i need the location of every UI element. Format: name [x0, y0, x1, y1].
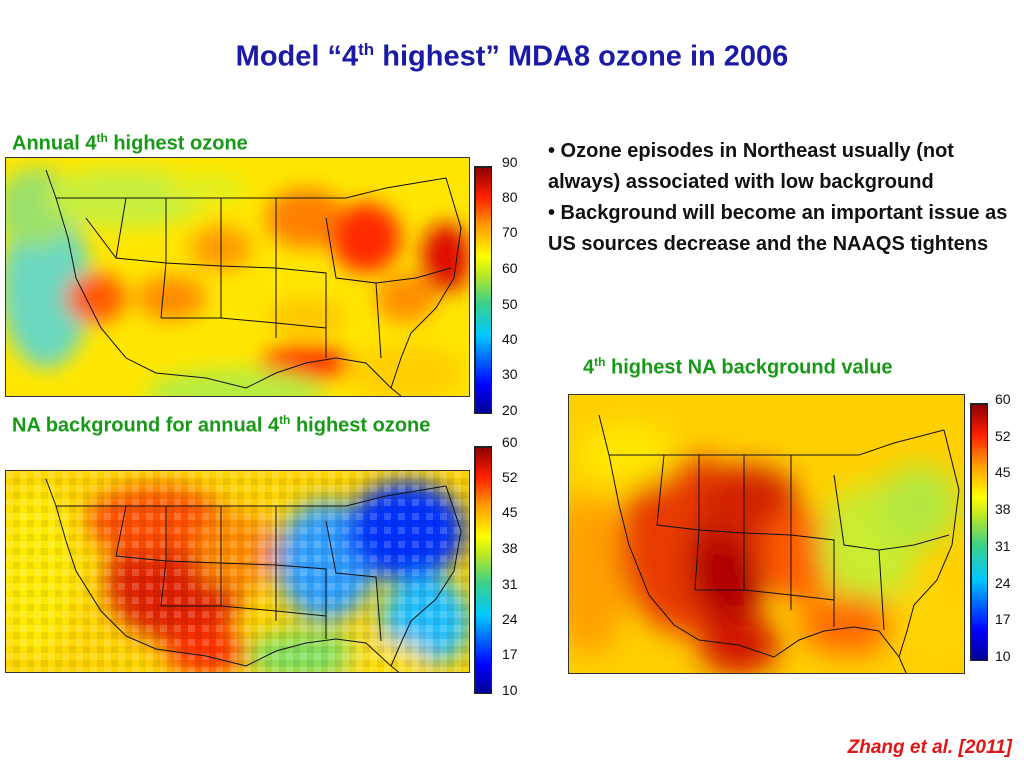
na-background-annual-map: [5, 470, 470, 673]
colorbar-tick: 24: [995, 575, 1011, 591]
panel1-caption: Annual 4th highest ozone: [12, 131, 248, 155]
colorbar-tick: 10: [995, 648, 1011, 664]
colorbar-tick: 45: [502, 504, 518, 520]
slide-title: Model “4th highest” MDA8 ozone in 2006: [235, 40, 789, 73]
colorbar-tick: 90: [502, 154, 518, 170]
bullet-list: • Ozone episodes in Northeast usually (n…: [548, 136, 1018, 260]
colorbar-tick: 31: [502, 576, 518, 592]
panel3-caption: 4th highest NA background value: [583, 355, 893, 379]
colorbar-tick: 80: [502, 189, 518, 205]
colorbar-tick: 30: [502, 366, 518, 382]
colorbar-tick: 38: [995, 501, 1011, 517]
colorbar-tick: 52: [502, 469, 518, 485]
na-background-4th-highest-map-svg: [569, 395, 964, 673]
bullet-item: • Background will become an important is…: [548, 202, 1008, 255]
colorbar-tick: 38: [502, 540, 518, 556]
na-background-4th-highest-colorbar-gradient: [970, 403, 988, 661]
colorbar-tick: 60: [502, 434, 518, 450]
colorbar-tick: 45: [995, 464, 1011, 480]
colorbar-tick: 52: [995, 428, 1011, 444]
colorbar-tick: 60: [502, 260, 518, 276]
na-background-annual-map-svg: [6, 471, 469, 672]
colorbar-tick: 10: [502, 682, 518, 698]
colorbar-tick: 70: [502, 224, 518, 240]
citation: Zhang et al. [2011]: [847, 737, 1012, 758]
panel2-caption: NA background for annual 4th highest ozo…: [12, 413, 431, 437]
annual-ozone-colorbar-gradient: [474, 166, 492, 414]
colorbar-tick: 20: [502, 402, 518, 418]
colorbar-tick: 24: [502, 611, 518, 627]
colorbar-tick: 17: [995, 611, 1011, 627]
annual-ozone-map-svg: [6, 158, 469, 396]
colorbar-tick: 17: [502, 646, 518, 662]
bullet-item: • Ozone episodes in Northeast usually (n…: [548, 140, 954, 193]
na-background-4th-highest-map: [568, 394, 965, 674]
colorbar-tick: 60: [995, 391, 1011, 407]
annual-ozone-map: [5, 157, 470, 397]
colorbar-tick: 40: [502, 331, 518, 347]
colorbar-tick: 50: [502, 296, 518, 312]
colorbar-tick: 31: [995, 538, 1011, 554]
na-background-annual-colorbar-gradient: [474, 446, 492, 694]
